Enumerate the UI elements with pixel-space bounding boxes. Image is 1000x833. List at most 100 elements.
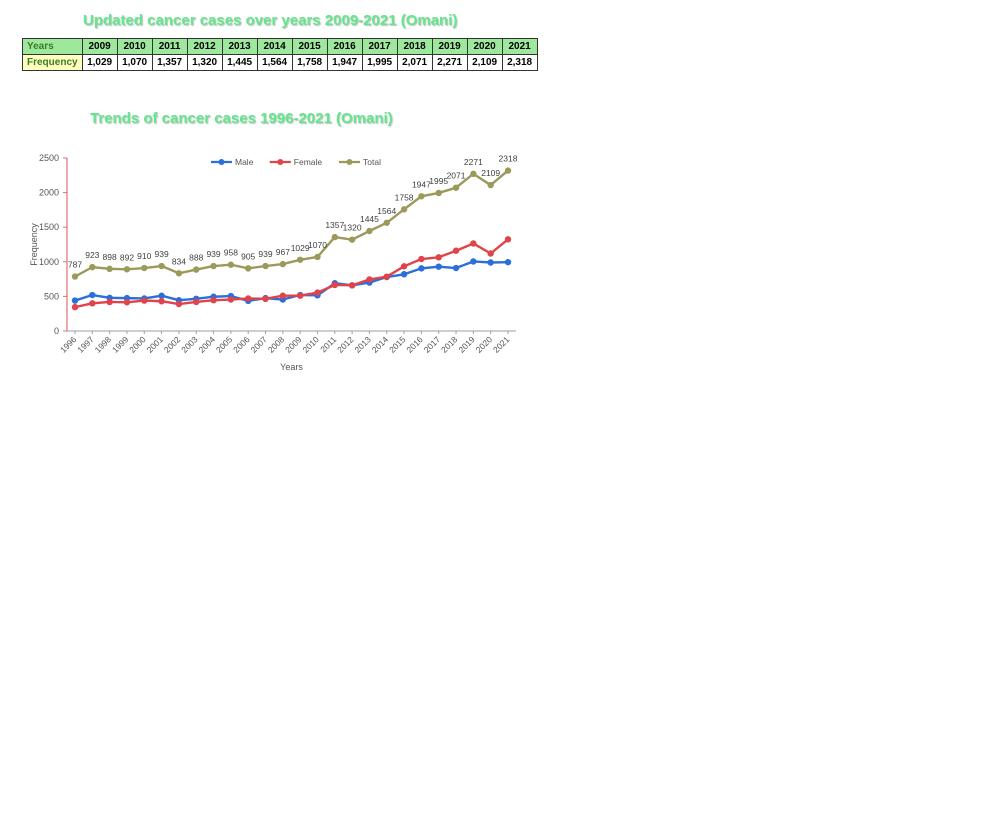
x-tick-label: 2017 (422, 334, 443, 355)
data-point-total (296, 256, 304, 263)
data-point-female (487, 250, 494, 257)
table-title: Updated cancer cases over years 2009-202… (83, 12, 458, 29)
data-point-total (504, 167, 512, 174)
x-tick-label: 2003 (179, 334, 200, 355)
x-tick-label: 2009 (283, 334, 304, 355)
data-point-total (314, 253, 321, 261)
x-tick-label: 1997 (75, 334, 96, 355)
data-point-total (418, 193, 425, 200)
legend-marker-male (218, 159, 225, 165)
data-label: 1564 (377, 206, 396, 216)
data-point-male (400, 271, 408, 278)
data-label: 939 (206, 249, 220, 259)
x-tick-label: 2001 (145, 334, 166, 355)
data-label: 892 (120, 252, 134, 262)
frequency-cell: 1,070 (116, 54, 153, 71)
data-label: 967 (276, 247, 290, 257)
year-cell: 2021 (501, 38, 538, 55)
data-point-male (89, 291, 96, 299)
data-point-total (227, 261, 235, 268)
data-point-female (141, 297, 148, 304)
frequency-row-label: Frequency (22, 54, 83, 71)
frequency-cell: 1,445 (221, 54, 258, 71)
data-point-total (71, 273, 79, 280)
chart-title: Trends of cancer cases 1996-2021 (Omani) (90, 110, 393, 127)
data-point-female (123, 299, 131, 306)
frequency-cell: 1,947 (326, 54, 363, 71)
x-axis-label: Years (280, 362, 303, 372)
data-label: 1995 (429, 176, 448, 186)
data-label: 1029 (291, 243, 310, 253)
data-label: 888 (189, 253, 203, 263)
year-cell: 2017 (361, 38, 398, 55)
year-cell: 2019 (431, 38, 468, 55)
data-point-female (175, 300, 183, 308)
data-point-total (141, 264, 148, 272)
year-cell: 2010 (116, 38, 153, 55)
data-point-female (470, 240, 477, 247)
x-tick-label: 1996 (58, 334, 79, 355)
data-point-total (106, 265, 113, 273)
x-tick-label: 2010 (300, 334, 321, 355)
data-label: 898 (103, 252, 117, 262)
data-label: 787 (68, 260, 82, 270)
x-tick-label: 2013 (352, 334, 373, 355)
data-point-total (470, 170, 477, 178)
data-point-female (383, 273, 390, 280)
data-point-total (348, 236, 356, 243)
data-point-male (504, 258, 512, 266)
frequency-cell: 2,071 (396, 54, 433, 71)
x-tick-label: 2000 (127, 334, 148, 355)
year-cell: 2015 (291, 38, 328, 55)
data-point-female (452, 247, 460, 254)
y-tick-label: 1500 (39, 222, 59, 232)
x-tick-label: 2018 (439, 334, 460, 355)
data-label: 2071 (447, 171, 466, 181)
legend-label-male: Male (235, 157, 254, 167)
data-point-female (400, 263, 408, 270)
data-point-male (158, 292, 165, 299)
data-point-male (418, 265, 425, 272)
x-tick-label: 2008 (266, 334, 287, 355)
data-point-total (175, 270, 183, 277)
year-cell: 2016 (326, 38, 363, 55)
data-label: 923 (85, 250, 99, 260)
data-label: 1070 (308, 240, 327, 250)
year-cell: 2011 (151, 38, 188, 55)
data-point-female (348, 282, 356, 289)
x-tick-label: 2004 (197, 334, 218, 355)
data-label: 939 (155, 249, 169, 259)
data-point-female (71, 303, 79, 311)
year-cell: 2012 (186, 38, 223, 55)
year-cell: 2013 (221, 38, 258, 55)
x-tick-label: 2014 (370, 334, 391, 355)
data-point-male (487, 259, 494, 266)
data-point-total (383, 219, 390, 226)
data-point-female (366, 276, 373, 283)
legend-marker-female (277, 159, 284, 165)
x-tick-label: 2020 (474, 334, 495, 355)
y-tick-label: 2000 (39, 188, 59, 198)
line-chart: 0500100015002000250019961997199819992000… (29, 153, 518, 372)
x-tick-label: 1999 (110, 334, 131, 355)
data-point-total (210, 262, 217, 270)
data-label: 1357 (325, 220, 344, 230)
frequency-cell: 1,029 (81, 54, 118, 71)
frequency-cell: 1,995 (361, 54, 398, 71)
x-tick-label: 2005 (214, 334, 235, 355)
data-point-female (210, 297, 217, 304)
data-point-total (366, 227, 373, 235)
data-label: 939 (258, 249, 272, 259)
data-point-total (279, 260, 287, 268)
year-cell: 2020 (466, 38, 503, 55)
frequency-cell: 2,109 (466, 54, 503, 71)
data-label: 1758 (395, 192, 414, 202)
data-point-female (89, 300, 96, 307)
data-point-total (245, 265, 252, 272)
year-cell: 2009 (81, 38, 118, 55)
data-label: 834 (172, 256, 186, 266)
data-point-total (487, 181, 494, 189)
years-row: Years 2009 2010 2011 2012 2013 2014 2015… (22, 38, 538, 55)
data-point-total (452, 184, 460, 191)
x-tick-label: 2021 (491, 334, 512, 355)
